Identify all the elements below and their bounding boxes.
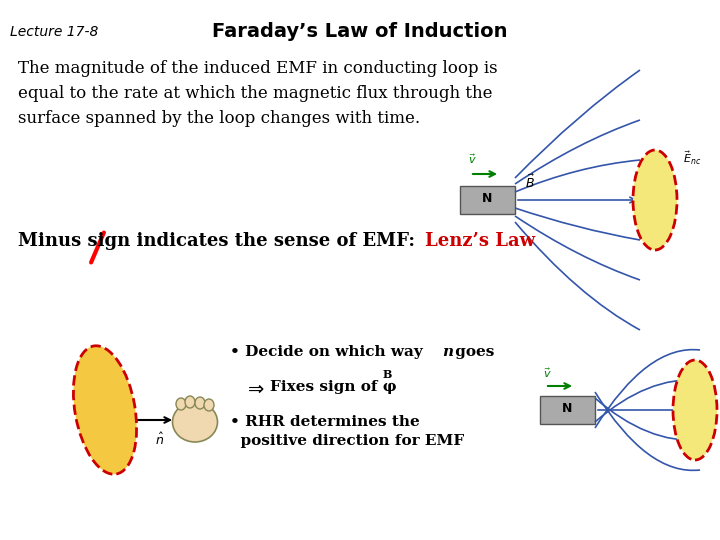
Text: goes: goes bbox=[450, 345, 495, 359]
Ellipse shape bbox=[173, 402, 217, 442]
Ellipse shape bbox=[195, 397, 205, 409]
Text: +: + bbox=[89, 390, 98, 400]
Text: N: N bbox=[482, 192, 492, 206]
Text: Lenz’s Law: Lenz’s Law bbox=[425, 232, 535, 250]
Text: n: n bbox=[442, 345, 453, 359]
Ellipse shape bbox=[204, 399, 214, 411]
Ellipse shape bbox=[73, 346, 137, 474]
FancyBboxPatch shape bbox=[540, 396, 595, 424]
Text: $\vec{v}$: $\vec{v}$ bbox=[468, 152, 477, 166]
Text: ⇒: ⇒ bbox=[248, 380, 264, 399]
Text: $\hat{n}$: $\hat{n}$ bbox=[156, 432, 165, 448]
Text: S: S bbox=[644, 160, 650, 170]
Ellipse shape bbox=[673, 360, 717, 460]
Text: S: S bbox=[97, 377, 103, 387]
Text: $\vec{E}_{nc}$: $\vec{E}_{nc}$ bbox=[683, 149, 701, 167]
Text: Lecture 17-8: Lecture 17-8 bbox=[10, 25, 99, 39]
Text: B: B bbox=[383, 369, 392, 380]
Text: Faraday’s Law of Induction: Faraday’s Law of Induction bbox=[212, 22, 508, 41]
Text: Fixes sign of φ: Fixes sign of φ bbox=[270, 380, 397, 394]
Text: The magnitude of the induced EMF in conducting loop is
equal to the rate at whic: The magnitude of the induced EMF in cond… bbox=[18, 60, 498, 126]
Text: Minus sign indicates the sense of EMF:: Minus sign indicates the sense of EMF: bbox=[18, 232, 421, 250]
Text: • RHR determines the
  positive direction for EMF: • RHR determines the positive direction … bbox=[230, 415, 464, 449]
Text: • Decide on which way: • Decide on which way bbox=[230, 345, 428, 359]
Ellipse shape bbox=[633, 150, 677, 250]
Text: N: N bbox=[562, 402, 572, 415]
Text: S: S bbox=[684, 377, 690, 387]
Text: $\vec{B}$: $\vec{B}$ bbox=[525, 173, 535, 191]
Text: $\vec{v}$: $\vec{v}$ bbox=[543, 366, 552, 380]
Text: −: − bbox=[85, 428, 96, 442]
FancyBboxPatch shape bbox=[460, 186, 515, 214]
Ellipse shape bbox=[185, 396, 195, 408]
Ellipse shape bbox=[176, 398, 186, 410]
